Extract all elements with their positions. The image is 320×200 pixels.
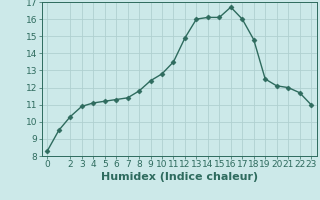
X-axis label: Humidex (Indice chaleur): Humidex (Indice chaleur) (100, 172, 258, 182)
